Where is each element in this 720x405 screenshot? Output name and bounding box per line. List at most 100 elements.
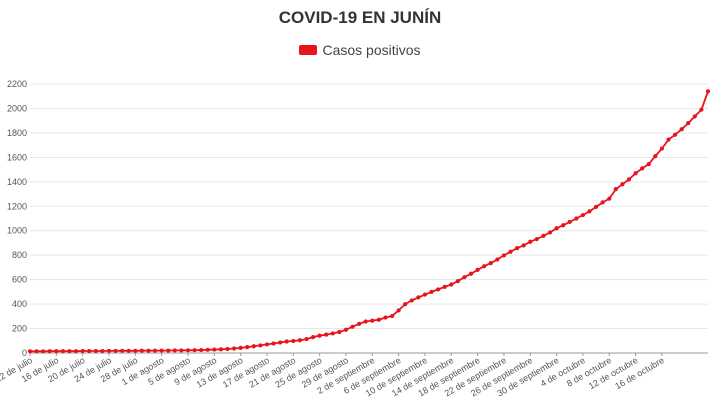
data-point[interactable]	[258, 343, 263, 348]
data-point[interactable]	[205, 347, 210, 352]
data-point[interactable]	[475, 267, 480, 272]
data-point[interactable]	[304, 336, 309, 342]
data-point[interactable]	[133, 348, 138, 353]
data-point[interactable]	[231, 346, 237, 351]
data-point[interactable]	[238, 345, 243, 350]
data-point[interactable]	[278, 340, 283, 345]
data-point[interactable]	[317, 333, 322, 338]
data-point[interactable]	[106, 348, 112, 354]
data-point[interactable]	[212, 347, 217, 352]
data-point[interactable]	[666, 137, 671, 142]
data-point[interactable]	[218, 347, 223, 352]
data-point[interactable]	[620, 182, 625, 187]
legend[interactable]: Casos positivos	[0, 42, 720, 58]
data-point[interactable]	[528, 239, 533, 244]
data-point[interactable]	[120, 348, 125, 353]
data-point[interactable]	[251, 344, 256, 349]
data-point[interactable]	[41, 349, 46, 354]
data-point[interactable]	[192, 348, 197, 353]
data-point[interactable]	[409, 298, 414, 303]
data-point[interactable]	[172, 348, 177, 353]
data-point[interactable]	[633, 171, 638, 176]
data-point[interactable]	[705, 89, 711, 94]
data-point[interactable]	[672, 132, 678, 137]
data-point[interactable]	[626, 177, 632, 182]
data-point[interactable]	[449, 282, 454, 287]
data-point[interactable]	[679, 127, 684, 132]
data-point[interactable]	[271, 341, 276, 346]
data-point[interactable]	[93, 348, 98, 354]
data-point[interactable]	[199, 347, 204, 353]
data-point[interactable]	[561, 223, 566, 228]
data-point[interactable]	[264, 342, 270, 347]
data-point[interactable]	[60, 349, 66, 354]
data-point[interactable]	[47, 349, 52, 354]
data-point[interactable]	[580, 212, 586, 218]
data-point[interactable]	[521, 243, 526, 248]
data-point[interactable]	[27, 349, 33, 354]
data-point[interactable]	[396, 308, 401, 313]
data-point[interactable]	[646, 161, 651, 167]
data-point[interactable]	[607, 196, 612, 201]
data-point[interactable]	[357, 321, 362, 326]
data-point[interactable]	[152, 348, 158, 353]
data-point[interactable]	[422, 292, 428, 297]
data-point[interactable]	[541, 233, 546, 238]
data-point[interactable]	[113, 348, 118, 354]
data-point[interactable]	[159, 348, 164, 353]
data-point[interactable]	[376, 317, 381, 322]
data-point[interactable]	[284, 339, 289, 344]
data-point[interactable]	[100, 348, 105, 354]
data-point[interactable]	[613, 187, 618, 192]
data-point[interactable]	[80, 348, 85, 354]
data-point[interactable]	[567, 219, 572, 225]
data-point[interactable]	[488, 261, 493, 266]
data-point[interactable]	[403, 301, 408, 307]
data-point[interactable]	[455, 279, 460, 284]
data-point[interactable]	[54, 349, 59, 354]
data-point[interactable]	[653, 154, 658, 159]
data-point[interactable]	[73, 349, 79, 354]
data-point[interactable]	[146, 348, 151, 353]
data-point[interactable]	[429, 289, 434, 294]
data-point[interactable]	[126, 348, 131, 353]
data-point[interactable]	[699, 107, 704, 112]
data-point[interactable]	[462, 275, 467, 280]
data-point[interactable]	[330, 331, 335, 336]
data-point[interactable]	[34, 349, 39, 354]
data-point[interactable]	[554, 226, 559, 231]
data-point[interactable]	[166, 348, 171, 353]
data-point[interactable]	[508, 249, 513, 254]
data-point[interactable]	[436, 287, 441, 292]
data-point[interactable]	[67, 349, 72, 354]
data-point[interactable]	[501, 253, 507, 258]
data-point[interactable]	[515, 245, 520, 251]
data-point[interactable]	[547, 230, 553, 235]
data-point[interactable]	[686, 121, 691, 126]
data-point[interactable]	[139, 348, 145, 353]
data-point[interactable]	[370, 318, 375, 323]
data-point[interactable]	[291, 338, 296, 344]
data-point[interactable]	[324, 332, 329, 337]
data-point[interactable]	[600, 200, 605, 205]
data-point[interactable]	[692, 114, 697, 119]
data-point[interactable]	[383, 315, 388, 320]
data-point[interactable]	[574, 216, 579, 221]
data-point[interactable]	[343, 327, 349, 332]
data-point[interactable]	[225, 346, 230, 352]
data-point[interactable]	[179, 348, 184, 353]
data-point[interactable]	[640, 166, 645, 171]
data-point[interactable]	[495, 257, 500, 262]
data-point[interactable]	[416, 295, 421, 300]
data-point[interactable]	[297, 338, 302, 343]
data-point[interactable]	[245, 345, 250, 350]
data-point[interactable]	[587, 209, 592, 214]
data-point[interactable]	[468, 271, 474, 276]
data-point[interactable]	[534, 236, 539, 242]
data-point[interactable]	[185, 348, 191, 353]
data-point[interactable]	[363, 319, 368, 324]
data-point[interactable]	[442, 284, 447, 289]
data-point[interactable]	[659, 146, 665, 151]
data-point[interactable]	[593, 204, 599, 209]
data-point[interactable]	[310, 335, 316, 340]
